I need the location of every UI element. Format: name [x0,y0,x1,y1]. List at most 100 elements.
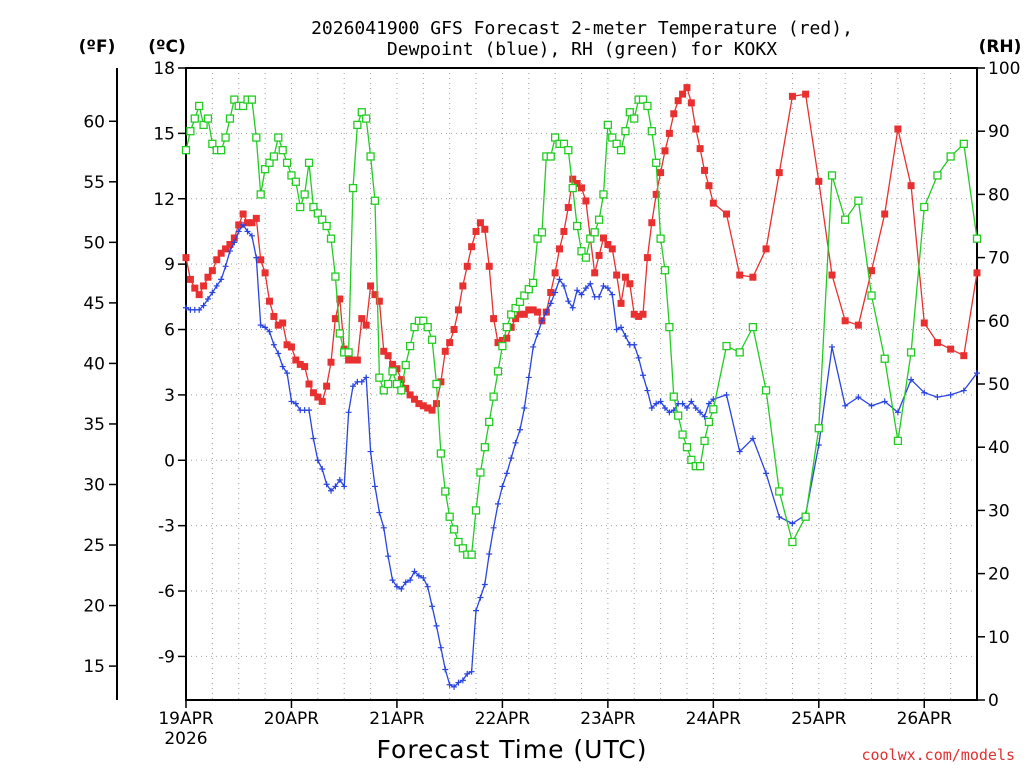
dewpoint-point [692,404,699,411]
temperature-point [230,234,238,242]
temperature-point [195,291,203,299]
temperature-point [358,315,366,323]
temperature-point [529,306,537,314]
rh-point [260,164,270,174]
dewpoint-point [336,476,343,483]
rh-point [401,360,410,370]
temperature-point [841,317,849,325]
dewpoint-point [644,387,651,394]
rh-point [625,108,634,117]
rh-point [748,322,758,332]
rh-point [269,152,279,161]
temperature-point [604,241,612,249]
temperature-point [525,306,533,314]
temperature-point [459,282,467,290]
rh-point [304,158,314,167]
rh-point [880,354,889,363]
rh-point [704,417,714,427]
temperature-point [244,219,252,227]
rh-point [959,139,968,148]
temperature-point [560,227,568,235]
dewpoint-point [565,298,572,305]
dewpoint-point [235,228,242,235]
dewpoint-point [446,681,453,688]
rh-point [933,171,942,180]
temperature-point [854,321,862,329]
temperature-point [252,214,260,222]
dewpoint-point [596,293,603,300]
rh-point [603,120,613,130]
dewpoint-point [503,470,510,477]
rh-point [572,221,582,231]
temperature-point [323,382,331,390]
temperature-point [481,225,489,233]
temperature-point [261,269,269,277]
rh-point [326,234,336,243]
temperature-point [204,273,212,281]
dewpoint-point [648,404,655,411]
rh-point [186,127,195,136]
dewpoint-point [332,483,339,490]
dewpoint-point [455,679,462,686]
temperature-point [393,365,401,373]
rh-tick-label: 40 [988,438,1010,458]
dewpoint-point [960,387,967,394]
rh-point [674,411,683,420]
celsius-tick-label: -3 [158,517,175,537]
temperature-point [503,334,511,342]
temperature-point [217,249,225,257]
fahrenheit-unit-label: (ºF) [79,37,116,57]
dewpoint-point [464,670,471,677]
temperature-point [182,254,190,262]
celsius-tick-label: 15 [153,124,175,144]
dewpoint-point [389,577,396,584]
dewpoint-point [881,398,888,405]
temperature-point [630,310,638,318]
dewpoint-point [683,404,690,411]
dewpoint-point [433,622,440,629]
rh-point [221,133,230,142]
rh-point [533,234,542,243]
rh-point [621,127,630,136]
temperature-point [894,125,902,133]
celsius-tick-label: 18 [153,59,175,79]
dewpoint-point [635,354,642,361]
dewpoint-point [415,572,422,579]
fahrenheit-tick-label: 40 [83,354,105,374]
dewpoint-point [974,370,980,377]
celsius-tick-label: -9 [158,647,175,667]
dewpoint-point [512,439,519,446]
series-rh [181,95,982,559]
dewpoint-point [209,289,216,296]
rh-point [520,291,529,300]
fahrenheit-tick-label: 55 [83,173,105,193]
dewpoint-point [723,391,730,398]
temperature-point [419,402,427,410]
x-tick-label: 20APR [264,709,320,729]
rh-point [309,202,318,212]
rh-point [432,379,441,389]
temperature-point [283,341,291,349]
rh-point [537,228,547,237]
dewpoint-point [534,330,541,337]
temperature-point [635,312,643,320]
temperature-point [208,267,216,275]
rh-point [471,506,481,515]
x-tick-label: 22APR [475,709,531,729]
rh-point [208,139,217,148]
dewpoint-point [266,328,273,335]
temperature-point [569,175,577,183]
temperature-point [402,384,410,392]
temperature-point [305,380,313,388]
rh-point [419,316,428,325]
temperature-point [709,199,717,207]
dewpoint-point [556,276,563,283]
temperature-point [367,282,375,290]
rh-point [322,221,331,231]
rh-point [300,190,309,199]
temperature-point [599,234,607,242]
dewpoint-point [688,398,695,405]
fahrenheit-tick-label: 25 [83,536,105,556]
rh-point [458,544,468,553]
dewpoint-point [240,221,247,228]
